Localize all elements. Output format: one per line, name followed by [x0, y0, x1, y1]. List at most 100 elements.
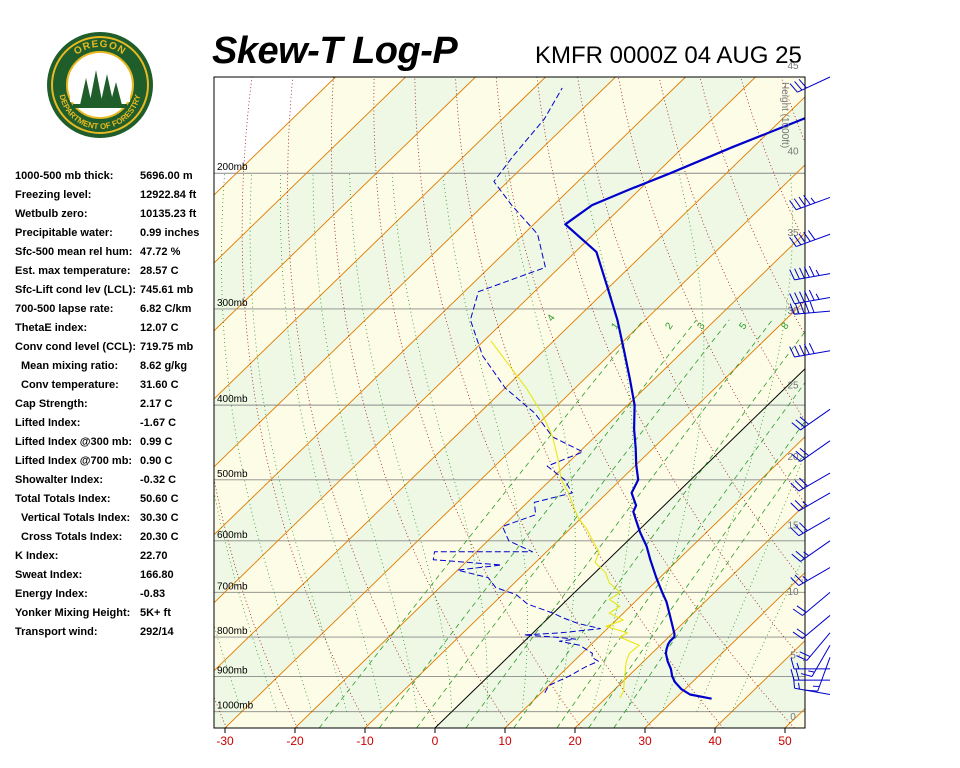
wind-barb-flag — [794, 81, 803, 91]
stat-row: Precipitable water: 0.99 inches — [15, 225, 215, 244]
stat-label: Lifted Index @700 mb: — [15, 455, 133, 467]
stat-label: Showalter Index: — [15, 474, 104, 486]
wind-barb-flag — [790, 527, 800, 537]
pressure-label: 500mb — [217, 469, 248, 480]
wind-barb-flag — [793, 235, 802, 246]
stat-row: Energy Index: -0.83 — [15, 586, 215, 605]
stat-row: Mean mixing ratio: 8.62 g/kg — [15, 358, 215, 377]
stat-row: Lifted Index: -1.67 C — [15, 415, 215, 434]
wind-barb-flag — [789, 269, 795, 281]
wind-barb-flag — [794, 574, 804, 584]
stat-label: ThetaE index: — [15, 322, 88, 334]
moist-adiabat-line — [349, 173, 453, 712]
stat-row: Conv cond level (CCL): 719.75 mb — [15, 339, 215, 358]
stat-row: Yonker Mixing Height: 5K+ ft — [15, 605, 215, 624]
stat-value: 28.57 C — [140, 265, 179, 277]
mixing-ratio-line — [465, 319, 773, 728]
isotherm-line — [504, 436, 805, 728]
isotherm-line — [294, 232, 805, 728]
pressure-label: 800mb — [217, 626, 248, 637]
wind-barb-staff — [806, 632, 831, 661]
wind-barb-half-flag — [815, 269, 820, 276]
wind-barb — [789, 265, 831, 281]
wind-barb-flag — [795, 550, 805, 559]
x-axis-tick-label: -20 — [286, 734, 304, 748]
wind-barb-flag — [800, 673, 813, 677]
dry-adiabat-line — [780, 77, 805, 144]
mixing-ratio-line — [416, 319, 730, 728]
stat-value: 166.80 — [140, 569, 174, 581]
stat-label: 1000-500 mb thick: — [15, 170, 114, 182]
wind-barb — [791, 408, 831, 431]
stat-row: Vertical Totals Index: 30.30 C — [15, 510, 215, 529]
stat-row: Lifted Index @300 mb: 0.99 C — [15, 434, 215, 453]
wind-barb-flag — [794, 302, 800, 314]
stat-label: 700-500 lapse rate: — [15, 303, 114, 315]
wind-barb-flag — [808, 343, 815, 354]
wind-barb — [793, 676, 831, 696]
height-tick-label: 25 — [787, 380, 799, 391]
wind-barb — [791, 540, 831, 562]
stat-row: 700-500 lapse rate: 6.82 C/km — [15, 301, 215, 320]
stat-value: 0.90 C — [140, 455, 173, 467]
stat-value: 8.62 g/kg — [140, 360, 188, 372]
stat-label: Lifted Index: — [15, 417, 81, 429]
wind-barb-staff — [794, 310, 831, 315]
stat-label: Mean mixing ratio: — [21, 360, 119, 372]
wind-barb — [790, 657, 830, 670]
isotherm-line — [214, 77, 336, 196]
stat-value: 50.60 C — [140, 493, 179, 505]
x-axis-tick-label: 40 — [708, 734, 722, 748]
stat-row: Sfc-Lift cond lev (LCL): 745.61 mb — [15, 282, 215, 301]
wind-barb-staff — [797, 76, 831, 93]
isotherm-line — [214, 96, 805, 672]
stat-value: -1.67 C — [140, 417, 177, 429]
height-tick-label: 5 — [790, 651, 796, 662]
stat-value: 0.99 inches — [140, 227, 200, 239]
wind-barb-column — [789, 76, 831, 696]
stat-label: Freezing level: — [15, 189, 92, 201]
wind-barb-flag — [796, 655, 808, 661]
height-tick-label: 20 — [787, 452, 799, 463]
plot-area: 41 2 3 5 8 — [214, 77, 805, 728]
temperature-band — [214, 96, 805, 728]
wind-barb-flag — [792, 631, 803, 639]
dry-adiabat-line — [536, 77, 805, 663]
wind-barb — [790, 472, 831, 492]
wind-barb — [790, 492, 831, 512]
wind-barb — [789, 301, 831, 315]
mixing-ratio-line — [556, 381, 805, 728]
wind-barb — [800, 645, 831, 677]
oregon-dept-forestry-logo: OREGON DEPARTMENT OF FORESTRY — [47, 32, 153, 138]
isotherm-line — [214, 77, 406, 264]
wind-barb-flag — [789, 346, 795, 358]
mixing-ratio-line — [378, 319, 697, 728]
wind-barb-staff — [800, 540, 831, 562]
moist-adiabat-line — [696, 452, 805, 712]
wind-barb-flag — [804, 343, 810, 355]
stat-label: Sfc-Lift cond lev (LCL): — [15, 284, 136, 296]
wind-barb-flag — [793, 198, 802, 209]
stat-row: Sweat Index: 166.80 — [15, 567, 215, 586]
stat-row: 1000-500 mb thick: 5696.00 m — [15, 168, 215, 187]
x-axis-tick-label: 30 — [638, 734, 652, 748]
wind-barb-flag — [794, 500, 804, 509]
stat-value: 5K+ ft — [140, 607, 171, 619]
wind-barb — [789, 195, 831, 211]
isotherm-line — [224, 164, 805, 728]
x-axis-tick-label: -30 — [216, 734, 234, 748]
wind-barb-flag — [799, 344, 805, 356]
wind-barb-flag — [790, 577, 800, 586]
moist-adiabat-line — [312, 173, 418, 712]
wind-barb-flag — [791, 422, 801, 431]
parcel-profile-line — [490, 340, 640, 699]
wind-barb-flag — [799, 291, 805, 303]
wind-barb-flag — [793, 676, 796, 689]
wind-barb — [792, 591, 831, 616]
moist-adiabat-line — [391, 173, 488, 712]
isotherm-line — [214, 77, 546, 400]
stat-value: -0.32 C — [140, 474, 177, 486]
stat-row: Cap Strength: 2.17 C — [15, 396, 215, 415]
wind-barb-flag — [798, 196, 806, 207]
isotherm-line — [644, 572, 805, 728]
